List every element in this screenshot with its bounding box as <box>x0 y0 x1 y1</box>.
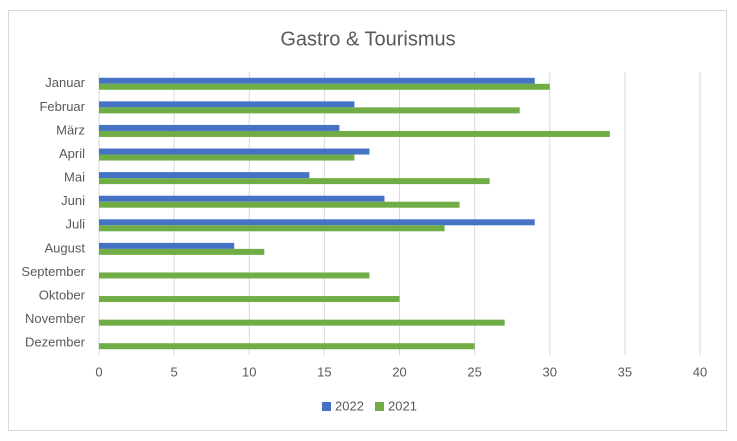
x-tick-label: 10 <box>242 364 256 379</box>
bar <box>99 296 400 303</box>
bar <box>99 172 310 179</box>
y-tick-label: August <box>45 240 86 255</box>
bar <box>99 343 475 350</box>
bar <box>99 83 550 90</box>
y-tick-label: Februar <box>39 99 85 114</box>
y-tick-label: Juni <box>61 193 85 208</box>
chart-title: Gastro & Tourismus <box>280 28 455 50</box>
y-tick-label: November <box>25 311 86 326</box>
legend-swatch <box>375 402 384 411</box>
bar <box>99 101 355 108</box>
bar <box>99 154 355 161</box>
bar <box>99 148 370 155</box>
legend-label: 2022 <box>335 398 364 413</box>
y-tick-label: April <box>59 146 85 161</box>
x-tick-label: 20 <box>392 364 406 379</box>
bar <box>99 248 265 255</box>
bar <box>99 201 460 208</box>
x-tick-label: 40 <box>693 364 707 379</box>
bar <box>99 130 610 137</box>
bar <box>99 225 445 232</box>
legend-label: 2021 <box>388 398 417 413</box>
x-tick-label: 15 <box>317 364 331 379</box>
y-tick-label: Mai <box>64 170 85 185</box>
y-tick-label: Juli <box>65 217 85 232</box>
bar <box>99 107 520 114</box>
legend-swatch <box>322 402 331 411</box>
y-tick-label: Oktober <box>39 287 86 302</box>
bar <box>99 272 370 279</box>
y-tick-label: März <box>56 122 85 137</box>
bar <box>99 77 535 84</box>
y-tick-label: Dezember <box>25 335 86 350</box>
x-tick-label: 0 <box>95 364 102 379</box>
x-tick-label: 30 <box>543 364 557 379</box>
bar <box>99 242 235 249</box>
bar <box>99 319 505 326</box>
bar <box>99 219 535 226</box>
y-tick-label: September <box>21 264 85 279</box>
x-tick-label: 5 <box>171 364 178 379</box>
bar <box>99 195 385 202</box>
bar <box>99 178 490 185</box>
bar <box>99 124 340 131</box>
y-tick-label: Januar <box>45 75 85 90</box>
x-tick-label: 35 <box>618 364 632 379</box>
x-tick-label: 25 <box>467 364 481 379</box>
